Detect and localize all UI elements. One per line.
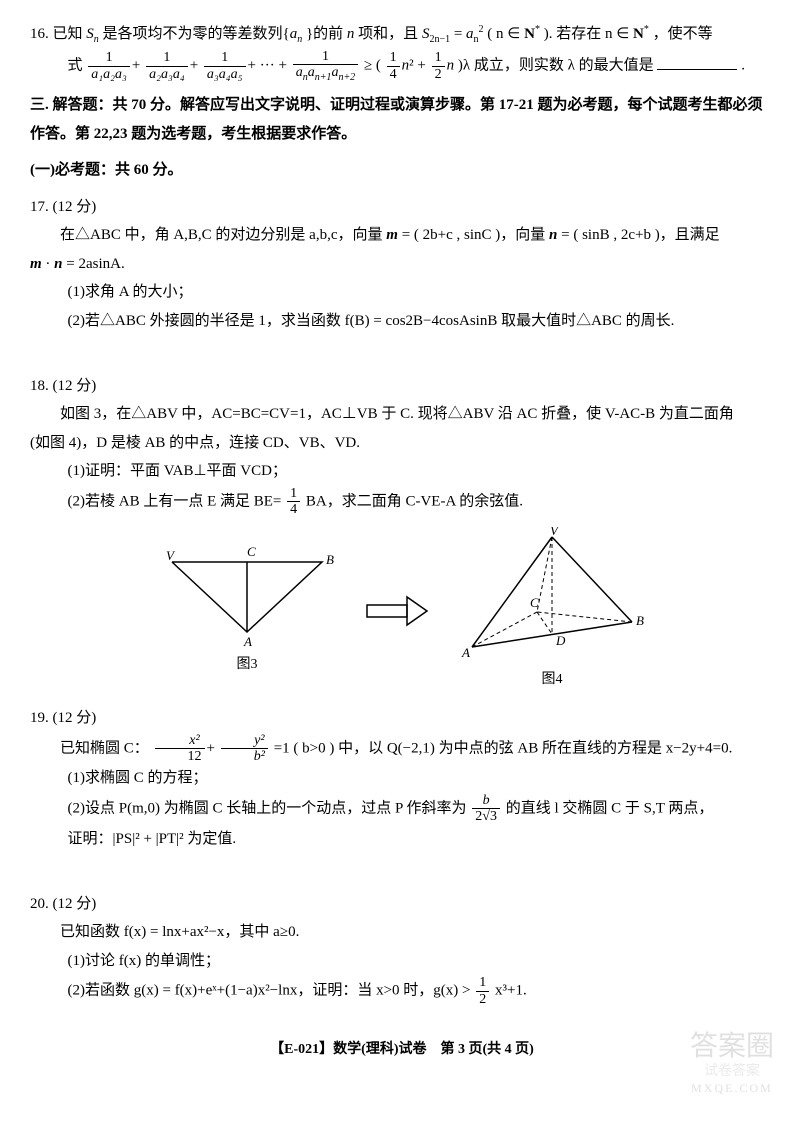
svg-text:V: V <box>166 548 176 563</box>
q19-s2: (2)设点 P(m,0) 为椭圆 C 长轴上的一个动点，过点 P 作斜率为 b2… <box>68 793 775 825</box>
arrow-icon <box>362 591 432 631</box>
figure-3: V C B A 图3 <box>152 542 342 679</box>
q18-s2: (2)若棱 AB 上有一点 E 满足 BE= 14 BA，求二面角 C-VE-A… <box>68 486 775 518</box>
answer-blank[interactable] <box>657 54 737 70</box>
svg-text:C: C <box>530 595 539 610</box>
question-18: 18. (12 分) 如图 3，在△ABV 中，AC=BC=CV=1，AC⊥VB… <box>30 372 774 694</box>
svg-text:V: V <box>550 527 560 538</box>
page-footer: 【E-021】数学(理科)试卷 第 3 页(共 4 页) <box>30 1037 774 1064</box>
q17-s1: (1)求角 A 的大小； <box>68 278 775 307</box>
figure-row: V C B A 图3 V C <box>30 527 774 694</box>
svg-text:C: C <box>247 544 256 559</box>
svg-text:B: B <box>636 613 644 628</box>
question-20: 20. (12 分) 已知函数 f(x) = lnx+ax²−x，其中 a≥0.… <box>30 890 774 1007</box>
q18-s1: (1)证明：平面 VAB⊥平面 VCD； <box>68 457 775 486</box>
q19-s1: (1)求椭圆 C 的方程； <box>68 764 775 793</box>
q16-line2: 式 1a₁a₂a₃+ 1a₂a₃a₄+ 1a₃a₄a₅+ ··· + 1anan… <box>68 49 775 83</box>
q18-num: 18. (12 分) <box>30 372 774 401</box>
fig3-caption: 图3 <box>152 652 342 679</box>
svg-text:A: A <box>461 645 470 660</box>
fig4-caption: 图4 <box>452 667 652 694</box>
q16-num: 16. <box>30 26 49 42</box>
q20-s1: (1)讨论 f(x) 的单调性； <box>68 947 775 976</box>
question-16: 16. 已知 Sn 是各项均不为零的等差数列{an }的前 n 项和，且 S2n… <box>30 20 774 83</box>
section-3-sub: (一)必考题：共 60 分。 <box>30 156 774 185</box>
q17-num: 17. (12 分) <box>30 193 774 222</box>
q20-num: 20. (12 分) <box>30 890 774 919</box>
q18-p1b: (如图 4)，D 是棱 AB 的中点，连接 CD、VB、VD. <box>30 429 774 458</box>
question-19: 19. (12 分) 已知椭圆 C： x²12+ y²b² =1 ( b>0 )… <box>30 704 774 853</box>
q19-s3: 证明：|PS|² + |PT|² 为定值. <box>68 825 775 854</box>
q19-num: 19. (12 分) <box>30 704 774 733</box>
q20-p1: 已知函数 f(x) = lnx+ax²−x，其中 a≥0. <box>30 918 774 947</box>
q17-s2: (2)若△ABC 外接圆的半径是 1，求当函数 f(B) = cos2B−4co… <box>68 307 775 336</box>
q18-p1: 如图 3，在△ABV 中，AC=BC=CV=1，AC⊥VB 于 C. 现将△AB… <box>30 400 774 429</box>
figure-4: V C B A D 图4 <box>452 527 652 694</box>
svg-text:B: B <box>326 552 334 567</box>
svg-text:D: D <box>555 633 566 648</box>
q17-body: 在△ABC 中，角 A,B,C 的对边分别是 a,b,c，向量 m = ( 2b… <box>30 221 774 250</box>
question-17: 17. (12 分) 在△ABC 中，角 A,B,C 的对边分别是 a,b,c，… <box>30 193 774 336</box>
svg-text:A: A <box>243 634 252 649</box>
q20-s2: (2)若函数 g(x) = f(x)+eˣ+(1−a)x²−lnx，证明：当 x… <box>68 975 775 1007</box>
q17-eq: m · n = 2asinA. <box>30 250 774 279</box>
section-3-header: 三. 解答题：共 70 分。解答应写出文字说明、证明过程或演算步骤。第 17-2… <box>30 91 774 148</box>
q19-body: 已知椭圆 C： x²12+ y²b² =1 ( b>0 ) 中，以 Q(−2,1… <box>30 733 774 765</box>
q16-text: 已知 Sn 是各项均不为零的等差数列{an }的前 n 项和，且 S2n−1 =… <box>53 26 713 42</box>
